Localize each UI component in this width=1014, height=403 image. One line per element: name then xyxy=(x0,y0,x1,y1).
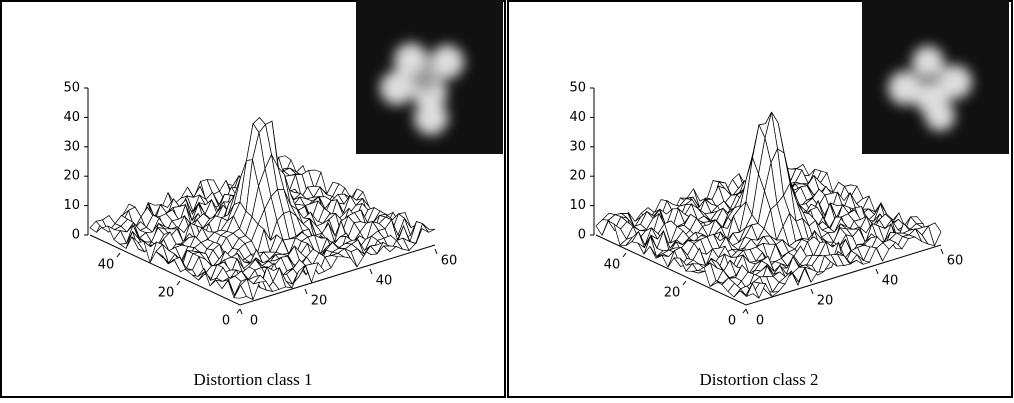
inset-image xyxy=(356,0,503,154)
page: 0 10 20 30 40 50 0 20 40 60 0 20 40 Distortion class … xyxy=(0,0,1014,403)
caption: Distortion class 2 xyxy=(700,370,819,389)
x-tick-label: 60 xyxy=(947,254,964,269)
x-tick xyxy=(435,249,437,254)
x-tick-label: 0 xyxy=(250,314,258,329)
x-tick-label: 20 xyxy=(311,294,328,309)
y-tick-label: 20 xyxy=(158,286,175,301)
z-tick-label: 0 xyxy=(72,228,80,243)
z-tick-label: 30 xyxy=(569,139,586,154)
surface-cell xyxy=(384,246,397,252)
z-tick-label: 50 xyxy=(569,81,586,96)
z-tick-label: 0 xyxy=(578,228,586,243)
z-tick-label: 20 xyxy=(63,169,80,184)
x-tick-label: 0 xyxy=(756,314,764,329)
y-tick xyxy=(177,281,180,285)
z-tick-label: 30 xyxy=(63,139,80,154)
x-tick-label: 20 xyxy=(817,294,834,309)
y-tick xyxy=(237,309,240,313)
y-tick xyxy=(683,281,686,285)
x-tick xyxy=(941,249,943,254)
z-tick-label: 20 xyxy=(569,169,586,184)
y-tick-label: 40 xyxy=(98,258,115,273)
x-tick-label: 40 xyxy=(376,274,393,289)
inset-image xyxy=(862,0,1009,154)
z-tick-label: 40 xyxy=(569,110,586,125)
y-tick xyxy=(743,309,746,313)
caption: Distortion class 1 xyxy=(194,370,313,389)
x-tick xyxy=(876,269,878,274)
z-tick-label: 10 xyxy=(569,198,586,213)
x-tick xyxy=(370,269,372,274)
x-tick xyxy=(305,289,307,294)
z-tick-label: 40 xyxy=(63,110,80,125)
x-tick xyxy=(811,289,813,294)
x-tick-label: 40 xyxy=(882,274,899,289)
y-tick xyxy=(117,253,120,257)
x-tick-label: 60 xyxy=(441,254,458,269)
surface-cell xyxy=(596,220,609,236)
y-tick-label: 0 xyxy=(728,314,736,329)
figure: 0 10 20 30 40 50 0 20 40 60 0 20 40 Distortion class … xyxy=(0,0,1014,398)
x-tick xyxy=(746,309,748,314)
y-tick-label: 0 xyxy=(222,314,230,329)
y-tick-label: 20 xyxy=(664,286,681,301)
x-tick xyxy=(240,309,242,314)
z-tick-label: 50 xyxy=(63,81,80,96)
z-tick-label: 10 xyxy=(63,198,80,213)
y-tick-label: 40 xyxy=(604,258,621,273)
y-tick xyxy=(623,253,626,257)
